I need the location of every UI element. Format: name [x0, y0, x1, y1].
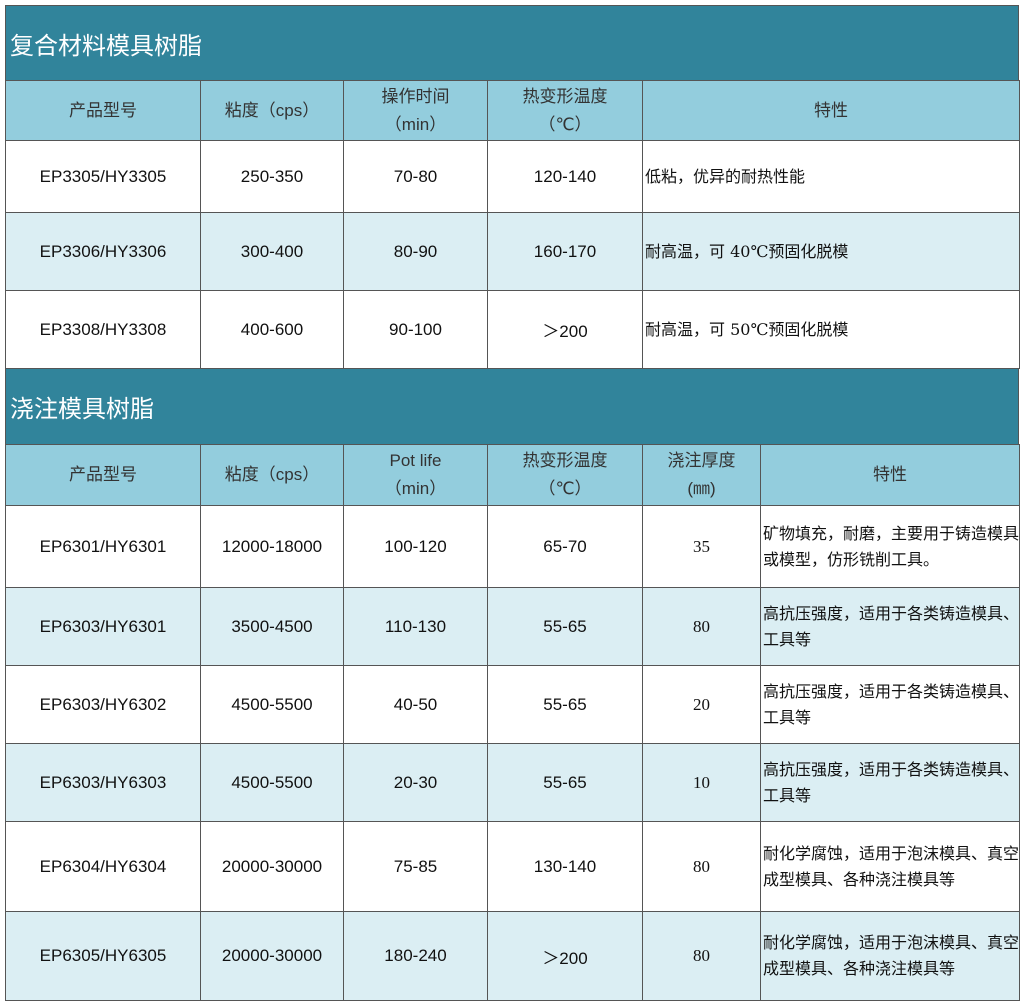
- table-row: EP3306/HY3306 300-400 80-90 160-170 耐高温，可 40…: [5, 212, 1020, 291]
- column-header: 操作时间 （min）: [343, 80, 488, 141]
- header-line: (㎜): [687, 479, 716, 498]
- table-cell: 130-140: [487, 821, 643, 912]
- table-cell: EP6304/HY6304: [5, 821, 201, 912]
- header-line: 特性: [873, 465, 907, 484]
- header-line: 粘度（cps）: [224, 465, 320, 484]
- column-header: Pot life （min）: [343, 444, 488, 506]
- column-header: 产品型号: [5, 444, 201, 506]
- table-cell: 80: [642, 911, 761, 1001]
- table-cell: 20000-30000: [200, 911, 344, 1001]
- table-cell: 80-90: [343, 212, 488, 291]
- feature-cell: 高抗压强度，适用于各类铸造模具、工具等: [760, 665, 1020, 744]
- table-cell: 90-100: [343, 290, 488, 369]
- table-row: EP3308/HY3308 400-600 90-100 ＞200 耐高温，可 50℃预…: [5, 290, 1020, 369]
- table-cell: ＞200: [487, 911, 643, 1001]
- table-cell: 80: [642, 587, 761, 666]
- table-cell: EP6303/HY6301: [5, 587, 201, 666]
- feature-cell: 高抗压强度，适用于各类铸造模具、工具等: [760, 743, 1020, 822]
- header-line: 热变形温度: [522, 86, 608, 106]
- table-cell: 20-30: [343, 743, 488, 822]
- feature-cell: 高抗压强度，适用于各类铸造模具、工具等: [760, 587, 1020, 666]
- table-cell: 20000-30000: [200, 821, 344, 912]
- header-row: 产品型号 粘度（cps） 操作时间 （min） 热变形温度 （℃） 特性: [5, 80, 1020, 141]
- header-line: （min）: [384, 114, 447, 134]
- table-cell: 4500-5500: [200, 743, 344, 822]
- header-row: 产品型号 粘度（cps） Pot life （min） 热变形温度 （℃） 浇注厚度 (㎜) 特…: [5, 444, 1020, 506]
- table-cell: 20: [642, 665, 761, 744]
- column-header: 粘度（cps）: [200, 80, 344, 141]
- table-cell: 300-400: [200, 212, 344, 291]
- header-line: 产品型号: [69, 465, 137, 484]
- header-line: 热变形温度: [522, 451, 608, 470]
- table-cell: EP6301/HY6301: [5, 505, 201, 588]
- composite-resin-table: 产品型号 粘度（cps） 操作时间 （min） 热变形温度 （℃） 特性 EP3305/HY3…: [5, 80, 1020, 369]
- column-header: 产品型号: [5, 80, 201, 141]
- header-line: （℃）: [538, 114, 592, 134]
- column-header: 粘度（cps）: [200, 444, 344, 506]
- table-row: EP6303/HY6302 4500-5500 40-50 55-65 20 高抗压强度，…: [5, 665, 1020, 744]
- table-row: EP6303/HY6301 3500-4500 110-130 55-65 80 高抗压强…: [5, 587, 1020, 666]
- table-cell: 100-120: [343, 505, 488, 588]
- table-cell: 40-50: [343, 665, 488, 744]
- table-cell: EP6303/HY6303: [5, 743, 201, 822]
- table-row: EP3305/HY3305 250-350 70-80 120-140 低粘，优异的耐热…: [5, 140, 1020, 213]
- table-cell: 80: [642, 821, 761, 912]
- feature-cell: 矿物填充，耐磨，主要用于铸造模具或模型，仿形铣削工具。: [760, 505, 1020, 588]
- casting-resin-table: 产品型号 粘度（cps） Pot life （min） 热变形温度 （℃） 浇注厚度 (㎜) 特…: [5, 444, 1020, 1001]
- table-cell: ＞200: [487, 290, 643, 369]
- feature-cell: 耐化学腐蚀，适用于泡沫模具、真空成型模具、各种浇注模具等: [760, 911, 1020, 1001]
- table-cell: EP3306/HY3306: [5, 212, 201, 291]
- column-header: 热变形温度 （℃）: [487, 80, 643, 141]
- table-row: EP6301/HY6301 12000-18000 100-120 65-70 35 矿物…: [5, 505, 1020, 588]
- table-cell: 120-140: [487, 140, 643, 213]
- column-header: 特性: [760, 444, 1020, 506]
- section-casting-mold-resin: 浇注模具树脂 产品型号 粘度（cps） Pot life （min） 热变形温度 （℃） 浇…: [5, 368, 1020, 1001]
- feature-cell: 耐化学腐蚀，适用于泡沫模具、真空成型模具、各种浇注模具等: [760, 821, 1020, 912]
- header-line: （℃）: [538, 479, 592, 498]
- table-row: EP6305/HY6305 20000-30000 180-240 ＞200 80 耐化学…: [5, 911, 1020, 1001]
- header-line: Pot life: [389, 451, 442, 470]
- table-cell: 12000-18000: [200, 505, 344, 588]
- section-title: 复合材料模具树脂: [5, 5, 1019, 80]
- table-cell: EP3305/HY3305: [5, 140, 201, 213]
- table-cell: 75-85: [343, 821, 488, 912]
- table-cell: 4500-5500: [200, 665, 344, 744]
- table-cell: EP6303/HY6302: [5, 665, 201, 744]
- table-cell: 3500-4500: [200, 587, 344, 666]
- table-cell: 10: [642, 743, 761, 822]
- table-cell: 250-350: [200, 140, 344, 213]
- table-cell: 160-170: [487, 212, 643, 291]
- table-cell: 400-600: [200, 290, 344, 369]
- table-cell: 65-70: [487, 505, 643, 588]
- column-header: 特性: [642, 80, 1020, 141]
- column-header: 浇注厚度 (㎜): [642, 444, 761, 506]
- table-row: EP6303/HY6303 4500-5500 20-30 55-65 10 高抗压强度，…: [5, 743, 1020, 822]
- table-cell: 55-65: [487, 665, 643, 744]
- header-line: 粘度（cps）: [224, 100, 320, 120]
- section-title: 浇注模具树脂: [5, 368, 1019, 444]
- table-cell: 70-80: [343, 140, 488, 213]
- table-row: EP6304/HY6304 20000-30000 75-85 130-140 80 耐化…: [5, 821, 1020, 912]
- feature-cell: 耐高温，可 40℃预固化脱模: [642, 212, 1020, 291]
- table-cell: 110-130: [343, 587, 488, 666]
- feature-cell: 低粘，优异的耐热性能: [642, 140, 1020, 213]
- column-header: 热变形温度 （℃）: [487, 444, 643, 506]
- table-cell: 180-240: [343, 911, 488, 1001]
- header-line: 特性: [814, 100, 848, 120]
- header-line: 产品型号: [69, 100, 137, 120]
- table-cell: 35: [642, 505, 761, 588]
- table-cell: EP6305/HY6305: [5, 911, 201, 1001]
- section-composite-mold-resin: 复合材料模具树脂 产品型号 粘度（cps） 操作时间 （min） 热变形温度 （℃） 特性 E…: [5, 5, 1020, 369]
- feature-cell: 耐高温，可 50℃预固化脱模: [642, 290, 1020, 369]
- header-line: （min）: [384, 479, 447, 498]
- table-cell: 55-65: [487, 743, 643, 822]
- table-cell: EP3308/HY3308: [5, 290, 201, 369]
- header-line: 操作时间: [381, 86, 450, 106]
- header-line: 浇注厚度: [667, 451, 736, 470]
- table-cell: 55-65: [487, 587, 643, 666]
